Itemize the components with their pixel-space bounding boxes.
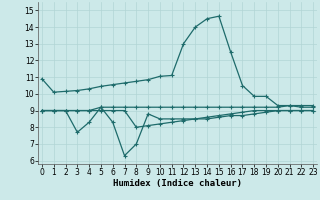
X-axis label: Humidex (Indice chaleur): Humidex (Indice chaleur)	[113, 179, 242, 188]
